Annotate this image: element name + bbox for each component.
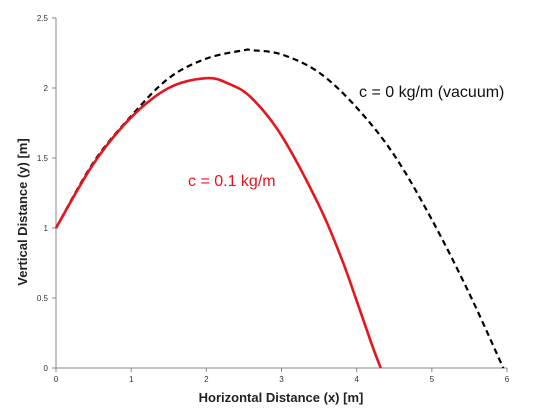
series-lines	[54, 48, 505, 369]
x-tick-label: 1	[129, 375, 134, 384]
y-axis-title: Vertical Distance (y) [m]	[15, 138, 30, 285]
y-tick-label: 0.5	[37, 294, 49, 303]
series-line-drag	[54, 76, 382, 369]
x-tick-label: 5	[430, 375, 435, 384]
x-tick-label: 0	[54, 375, 59, 384]
x-tick-label: 2	[204, 375, 209, 384]
axes	[52, 17, 508, 372]
x-tick-label: 6	[505, 375, 510, 384]
x-tick-labels: 0 1 2 3 4 5 6	[54, 375, 510, 384]
series-label-drag: c = 0.1 kg/m	[188, 173, 276, 190]
y-tick-label: 2.5	[37, 14, 49, 23]
y-tick-label: 1.5	[37, 154, 49, 163]
y-tick-label: 2	[44, 84, 49, 93]
y-tick-label: 0	[44, 364, 49, 373]
y-tick-labels: 0 0.5 1 1.5 2 2.5	[37, 14, 49, 373]
series-label-vacuum: c = 0 kg/m (vacuum)	[359, 84, 504, 101]
x-tick-label: 4	[354, 375, 359, 384]
x-tick-label: 3	[279, 375, 284, 384]
x-axis-title: Horizontal Distance (x) [m]	[199, 390, 364, 405]
y-tick-label: 1	[44, 224, 49, 233]
